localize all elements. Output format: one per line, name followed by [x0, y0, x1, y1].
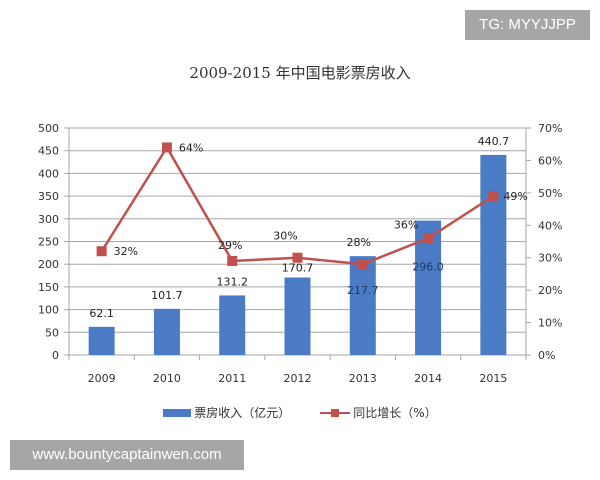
bar-data-label: 101.7 [151, 289, 183, 302]
x-axis-tick-label: 2012 [284, 372, 312, 385]
bar-data-label: 217.7 [347, 284, 379, 297]
gridlines [69, 127, 526, 333]
legend-label-growth: 同比增长（%） [353, 406, 437, 420]
bar-data-label: 131.2 [216, 275, 248, 288]
right-axis-tick-label: 70% [538, 122, 562, 135]
bar [284, 277, 311, 355]
line-marker-swatch-icon [320, 408, 351, 418]
watermark-top: TG: MYYJJPP [465, 10, 590, 40]
line-marker [292, 252, 303, 263]
left-axis-tick-label: 500 [38, 122, 59, 135]
x-axis-tick-label: 2009 [88, 372, 116, 385]
left-axis-tick-label: 150 [38, 281, 59, 294]
x-axis-tick-label: 2015 [479, 372, 507, 385]
line-data-label: 32% [114, 245, 138, 258]
legend-item-growth: 同比增长（%） [320, 404, 437, 421]
chart-title: 2009-2015 年中国电影票房收入 [189, 64, 411, 82]
left-axis-tick-label: 50 [45, 326, 59, 339]
line-marker [161, 142, 172, 153]
left-axis-tick-label: 250 [38, 236, 59, 249]
bar-data-label: 62.1 [89, 307, 114, 320]
bar-swatch-icon [163, 408, 192, 417]
x-axis-labels: 2009 2010 2011 2012 2013 2014 2015 [88, 372, 508, 385]
bar [153, 308, 180, 355]
line-series [96, 142, 499, 270]
watermark-bottom: www.bountycaptainwen.com [10, 440, 244, 470]
bar [219, 295, 246, 355]
left-axis-tick-label: 100 [38, 304, 59, 317]
line-data-label: 49% [503, 190, 527, 203]
line-data-labels: 32% 64% 29% 30% 28% 36% 49% [114, 141, 528, 258]
line-marker [96, 246, 107, 257]
right-axis-tick-label: 50% [538, 187, 562, 200]
legend-item-revenue: 票房收入（亿元） [163, 404, 290, 421]
left-axis-tick-label: 300 [38, 213, 59, 226]
line-marker [423, 233, 434, 244]
right-axis-tick-label: 40% [538, 219, 562, 232]
line-data-label: 30% [273, 230, 297, 243]
left-axis-tick-label: 350 [38, 190, 59, 203]
line-marker [227, 255, 238, 266]
line-marker [488, 191, 499, 202]
left-axis-tick-label: 450 [38, 145, 59, 158]
x-axis-tick-label: 2014 [414, 372, 442, 385]
line-data-label: 29% [218, 239, 242, 252]
bar-data-labels: 62.1 101.7 131.2 170.7 217.7 296.0 440.7 [89, 135, 509, 320]
bar-data-label: 170.7 [282, 262, 314, 275]
bar [349, 256, 376, 355]
legend-label-revenue: 票房收入（亿元） [194, 406, 291, 420]
right-axis-tick-label: 20% [538, 284, 562, 297]
line-data-label: 36% [394, 218, 418, 231]
right-axis-tick-label: 0% [538, 349, 555, 362]
x-axis-tick-label: 2013 [349, 372, 377, 385]
right-axis-tick-label: 30% [538, 252, 562, 265]
left-axis-tick-label: 400 [38, 167, 59, 180]
bar-data-label: 440.7 [478, 135, 510, 148]
bar [480, 154, 507, 355]
line-data-label: 64% [179, 141, 203, 154]
bar [88, 326, 115, 355]
x-axis-tick-label: 2010 [153, 372, 181, 385]
legend: 票房收入（亿元） 同比增长（%） [0, 404, 600, 421]
right-axis-tick-label: 10% [538, 317, 562, 330]
left-axis-tick-label: 0 [52, 349, 59, 362]
x-axis-tick-label: 2011 [218, 372, 246, 385]
right-axis-tick-label: 60% [538, 154, 562, 167]
left-axis-tick-label: 200 [38, 258, 59, 271]
line-data-label: 28% [347, 236, 371, 249]
line-marker [357, 259, 368, 270]
bar-data-label: 296.0 [412, 261, 444, 274]
